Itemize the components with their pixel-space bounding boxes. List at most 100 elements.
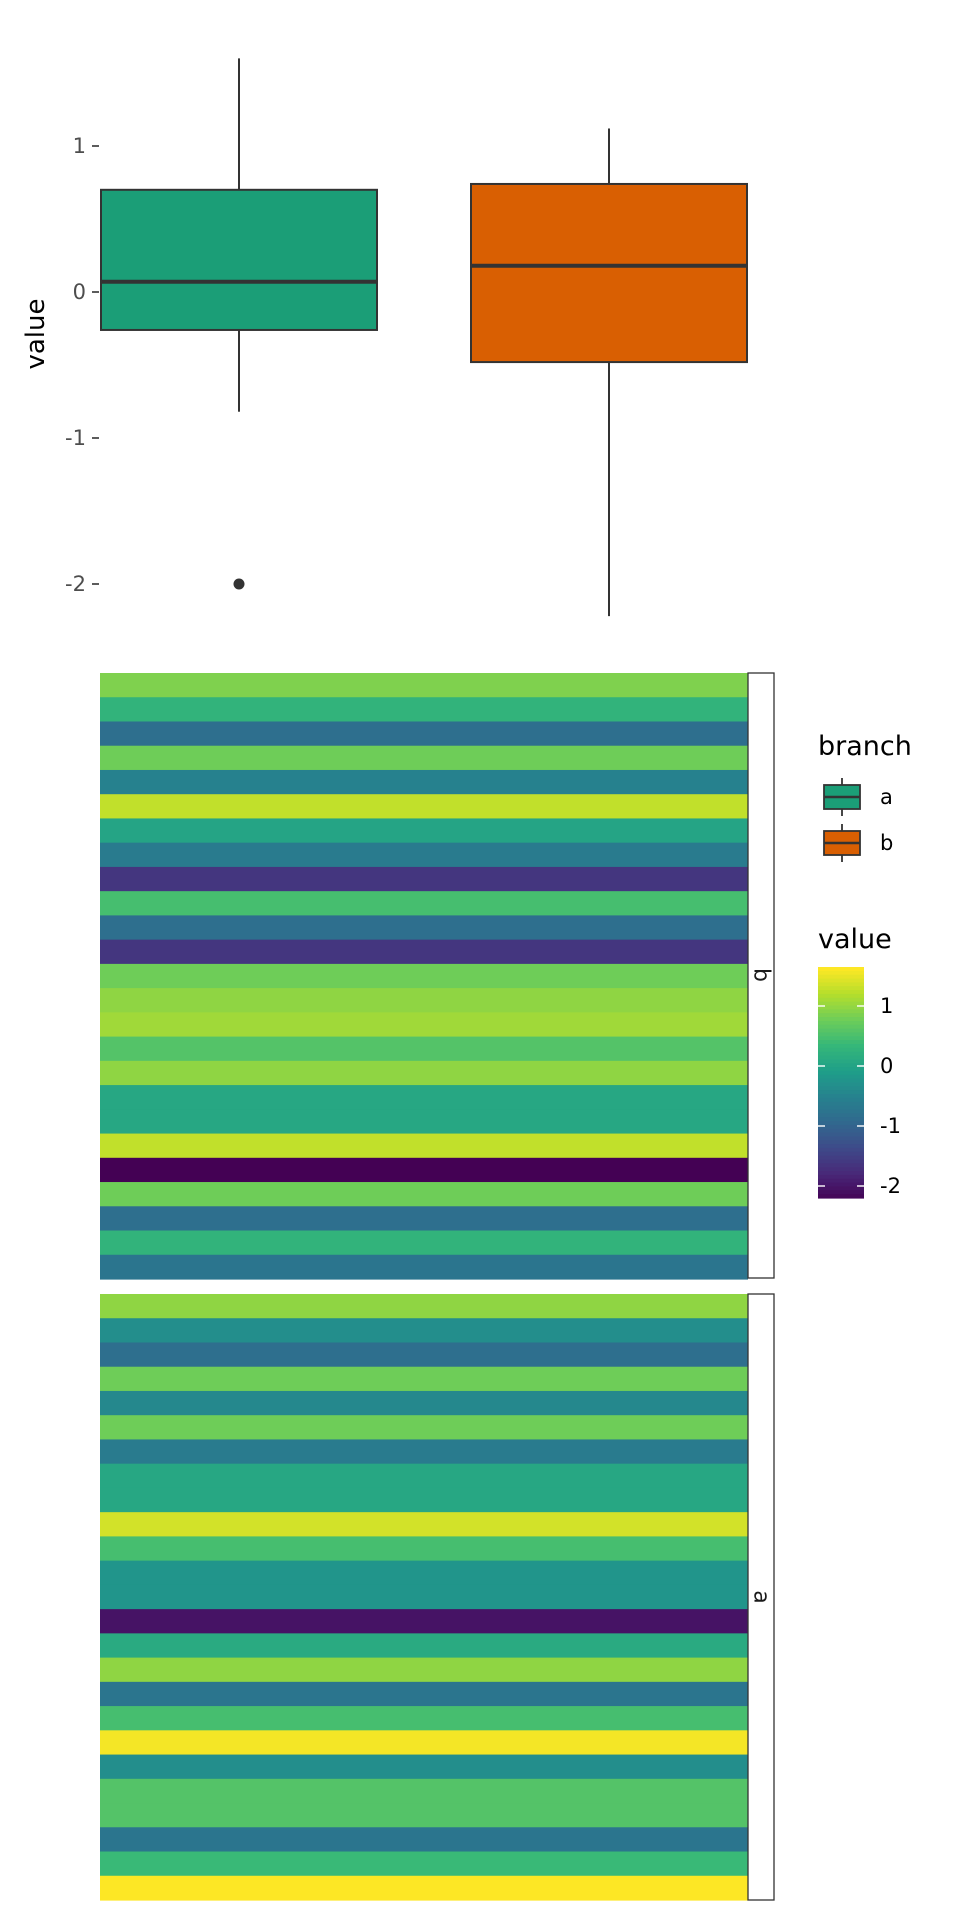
heatmap-panel-a: [100, 1294, 748, 1901]
heatmap-cell: [100, 1875, 748, 1901]
colorbar-segment: [818, 997, 864, 1003]
heatmap-cell: [100, 794, 748, 820]
facet-strip-label-b: b: [749, 968, 774, 982]
heatmap-cell: [100, 842, 748, 868]
heatmap-cell: [100, 1584, 748, 1610]
heatmap-cell: [100, 1536, 748, 1562]
colorbar-segment: [818, 1182, 864, 1188]
heatmap-cell: [100, 673, 748, 698]
heatmap-cell: [100, 988, 748, 1013]
heatmap-cell: [100, 1157, 748, 1183]
boxplot-chart: 1 0 -1 -2 value: [21, 58, 748, 617]
colorbar-segment: [818, 990, 864, 995]
colorbar-segment: [818, 1082, 864, 1087]
colorbar-segment: [818, 1047, 864, 1053]
heatmap-cell: [100, 1206, 748, 1232]
colorbar-segment: [818, 1020, 864, 1026]
y-tick-label: 1: [73, 134, 86, 158]
colorbar-segment: [818, 1067, 864, 1072]
heatmap-cell: [100, 1109, 748, 1135]
colorbar-segment: [818, 1059, 864, 1064]
colorbar-segment: [818, 1055, 864, 1060]
heatmap-cell: [100, 1560, 748, 1586]
colorbar-segment: [818, 1086, 864, 1091]
colorbar-segment: [818, 982, 864, 987]
legend-branch-title: branch: [818, 731, 912, 762]
legend-value-title: value: [818, 924, 892, 955]
heatmap-cell: [100, 1294, 748, 1319]
heatmap-cell: [100, 745, 748, 771]
colorbar-segment: [818, 1186, 864, 1191]
colorbar-segment: [818, 1036, 864, 1041]
colorbar-segment: [818, 1001, 864, 1007]
facet-strip-a: a: [747, 1293, 775, 1901]
colorbar-segment: [818, 1090, 864, 1095]
legend-branch-key-a: a: [823, 778, 893, 816]
heatmap-cell: [100, 1254, 748, 1280]
heatmap-cell: [100, 1706, 748, 1731]
heatmap-cell: [100, 1730, 748, 1756]
heatmap-cell: [100, 891, 748, 916]
colorbar-segment: [818, 1028, 864, 1034]
colorbar-segment: [818, 1167, 864, 1172]
heatmap-cell: [100, 939, 748, 965]
colorbar-segment: [818, 1194, 864, 1199]
heatmap-cell: [100, 818, 748, 844]
colorbar-segment: [818, 1078, 864, 1084]
legend-value: value 1 0 -1 -2: [818, 924, 901, 1199]
colorbar-segment: [818, 1128, 864, 1134]
legend-branch: branch ab: [818, 731, 912, 862]
colorbar-segment: [818, 1190, 864, 1195]
colorbar-segment: [818, 1159, 864, 1164]
heatmap-cell: [100, 1182, 748, 1207]
heatmap-cell: [100, 1230, 748, 1256]
colorbar-segment: [818, 1124, 864, 1130]
colorbar-segment: [818, 1163, 864, 1168]
heatmap-cell: [100, 915, 748, 941]
colorbar-segment: [818, 1032, 864, 1037]
colorbar-segment: [818, 1144, 864, 1149]
colorbar-segment: [818, 1017, 864, 1022]
y-axis-label: value: [21, 298, 51, 369]
heatmap-cell: [100, 1439, 748, 1465]
colorbar-segment: [818, 1136, 864, 1141]
facet-strip-b: b: [747, 672, 775, 1279]
heatmap-cell: [100, 1060, 748, 1086]
colorbar-segment: [818, 1070, 864, 1076]
box-a: [100, 58, 378, 590]
heatmap-panel-b: [100, 673, 748, 1280]
colorbar-segment: [818, 1155, 864, 1161]
heatmap-cell: [100, 1633, 748, 1659]
heatmap-cell: [100, 1851, 748, 1877]
colorbar-segment: [818, 1151, 864, 1157]
heatmap-chart: b a: [100, 672, 775, 1901]
colorbar-segment: [818, 986, 864, 991]
colorbar-segment: [818, 1063, 864, 1068]
box-b: [470, 128, 748, 617]
colorbar-segment: [818, 1140, 864, 1145]
heatmap-cell: [100, 1609, 748, 1634]
colorbar-segment: [818, 1005, 864, 1010]
facet-strip-label-a: a: [749, 1590, 774, 1603]
colorbar-segment: [818, 1101, 864, 1107]
colorbar-tick-label: 0: [880, 1054, 893, 1078]
colorbar-segment: [818, 1097, 864, 1103]
heatmap-cell: [100, 1463, 748, 1489]
heatmap-cell: [100, 721, 748, 747]
heatmap-cell: [100, 1318, 748, 1344]
heatmap-cell: [100, 1085, 748, 1110]
heatmap-cell: [100, 1487, 748, 1513]
colorbar-segment: [818, 993, 864, 999]
heatmap-cell: [100, 1390, 748, 1416]
colorbar-segment: [818, 1117, 864, 1122]
legend-branch-label: b: [880, 831, 893, 855]
colorbar-segment: [818, 1044, 864, 1049]
outlier-point: [233, 578, 245, 590]
colorbar-tick-label: 1: [880, 994, 893, 1018]
heatmap-cell: [100, 1681, 748, 1707]
colorbar-segment: [818, 1013, 864, 1018]
colorbar-segment: [818, 967, 864, 972]
heatmap-cell: [100, 1803, 748, 1828]
colorbar-segment: [818, 1074, 864, 1080]
